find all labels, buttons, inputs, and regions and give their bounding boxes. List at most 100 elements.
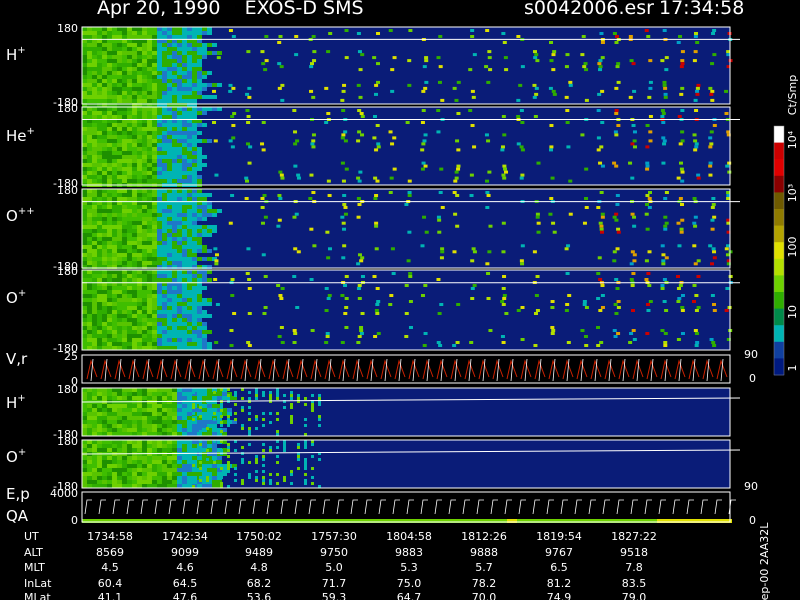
heat-cell	[162, 342, 167, 346]
heat-cell	[172, 103, 177, 107]
heat-cell	[423, 86, 428, 90]
heat-cell	[312, 50, 317, 54]
heat-cell	[162, 163, 167, 167]
heat-cell	[92, 221, 97, 225]
heat-cell	[197, 278, 202, 282]
heat-cell	[470, 124, 475, 127]
heat-cell	[297, 452, 300, 455]
heat-cell	[112, 163, 117, 167]
heat-cell	[137, 420, 142, 424]
heat-cell	[167, 338, 172, 342]
heat-cell	[122, 59, 127, 63]
heat-cell	[92, 472, 97, 476]
heat-cell	[92, 396, 97, 400]
axis-row-value: 64.5	[173, 577, 198, 590]
heat-cell	[147, 306, 152, 310]
heat-cell	[137, 448, 142, 452]
heat-cell	[92, 456, 97, 460]
heat-cell	[152, 318, 157, 322]
heat-cell	[167, 27, 172, 31]
heat-cell	[708, 161, 713, 165]
heat-cell	[152, 298, 157, 302]
axis-row-value: 7.8	[625, 561, 643, 574]
heat-cell	[217, 107, 222, 111]
heat-cell	[167, 480, 172, 484]
heat-cell	[692, 244, 697, 248]
heat-cell	[343, 206, 348, 209]
heat-cell	[137, 233, 142, 237]
heat-cell	[177, 75, 182, 79]
heat-cell	[162, 424, 167, 428]
heat-cell	[187, 175, 192, 179]
heat-cell	[97, 338, 102, 342]
axis-row-value: 4.8	[250, 561, 268, 574]
axis-row-value: 4.5	[101, 561, 119, 574]
heat-cell	[648, 115, 653, 118]
heat-cell	[599, 227, 604, 231]
heat-cell	[147, 59, 152, 63]
heat-cell	[127, 298, 132, 302]
heat-cell	[92, 79, 97, 83]
heat-cell	[311, 409, 314, 412]
heat-cell	[152, 79, 157, 83]
heat-cell	[202, 480, 207, 484]
heat-cell	[613, 303, 618, 306]
heat-cell	[162, 396, 167, 400]
heat-cell	[452, 250, 457, 254]
heat-cell	[127, 79, 132, 83]
heat-cell	[202, 225, 207, 229]
heat-cell	[92, 392, 97, 396]
velocity-trace	[324, 359, 336, 380]
heat-cell	[232, 420, 237, 424]
radius-trace	[538, 358, 542, 382]
heat-cell	[182, 75, 187, 79]
heat-cell	[227, 412, 232, 416]
heat-cell	[279, 297, 284, 300]
heat-cell	[107, 201, 112, 205]
heat-cell	[177, 278, 182, 282]
heat-cell	[127, 115, 132, 119]
heat-cell	[102, 270, 107, 274]
heat-cell	[663, 332, 668, 335]
heat-cell	[97, 99, 102, 103]
radius-trace	[622, 358, 626, 382]
radius-trace	[342, 358, 346, 382]
heat-cell	[202, 278, 207, 282]
heat-cell	[107, 261, 112, 265]
heat-cell	[390, 68, 395, 72]
heat-cell	[142, 95, 147, 99]
heat-cell	[664, 68, 669, 72]
heat-cell	[162, 131, 167, 135]
velocity-trace	[352, 359, 364, 380]
heat-cell	[147, 468, 152, 472]
heat-cell	[112, 171, 117, 175]
heat-cell	[663, 95, 668, 99]
heat-cell	[92, 163, 97, 167]
heat-cell	[187, 237, 192, 241]
heat-cell	[147, 484, 152, 488]
heat-cell	[202, 388, 207, 392]
heat-cell	[142, 476, 147, 480]
heat-cell	[192, 388, 197, 392]
heat-cell	[202, 432, 207, 436]
heat-cell	[107, 464, 112, 468]
heat-cell	[87, 416, 92, 420]
heat-cell	[102, 412, 107, 416]
heat-cell	[197, 119, 202, 123]
velocity-trace	[688, 359, 700, 380]
heat-cell	[127, 456, 132, 460]
heat-cell	[245, 272, 250, 275]
axis-row-value: 71.7	[322, 577, 347, 590]
heat-cell	[147, 155, 152, 159]
heat-cell	[152, 39, 157, 43]
heat-cell	[202, 47, 207, 51]
heat-cell	[117, 209, 122, 213]
heat-cell	[92, 197, 97, 201]
heat-cell	[600, 294, 605, 297]
heat-cell	[679, 227, 684, 231]
heat-cell	[87, 237, 92, 241]
heat-cell	[87, 119, 92, 123]
heat-cell	[147, 91, 152, 95]
heat-cell	[167, 416, 172, 420]
heat-cell	[248, 391, 251, 394]
